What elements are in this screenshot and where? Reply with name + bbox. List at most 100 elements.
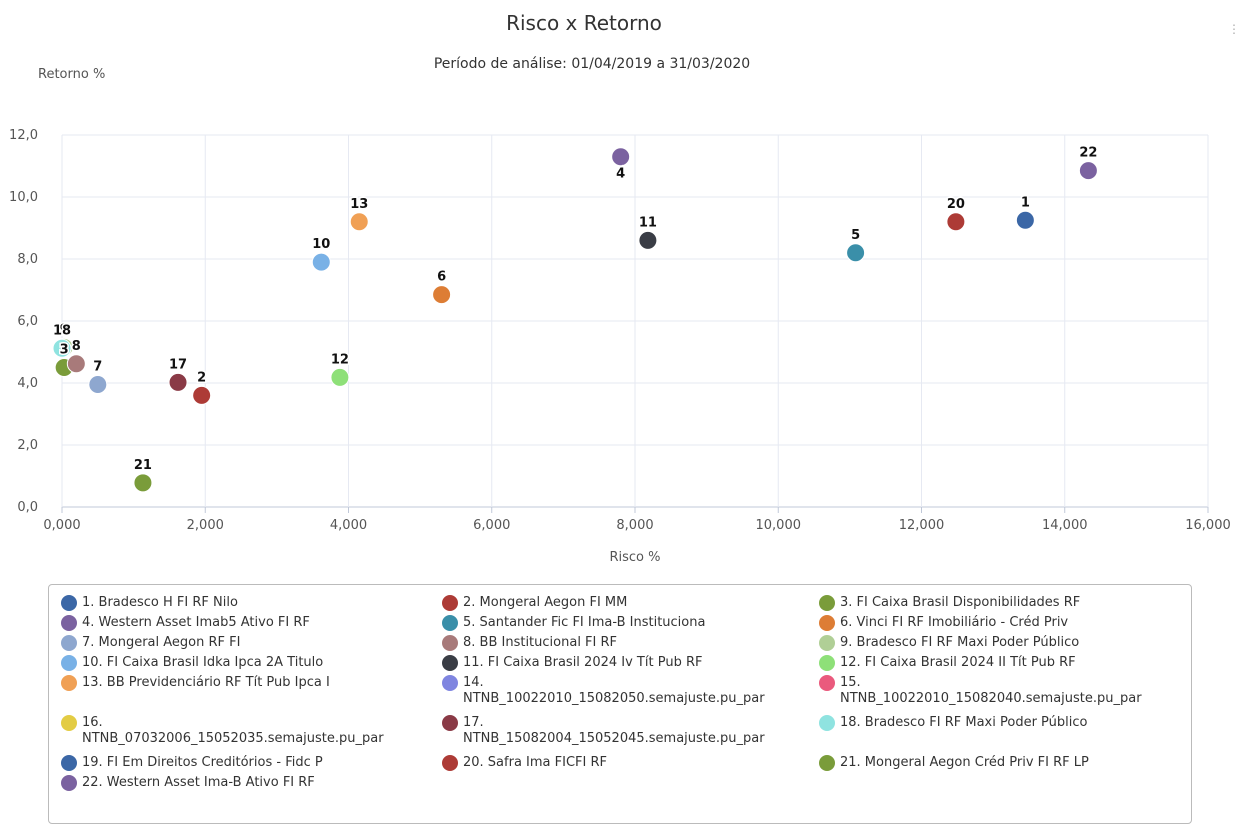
- x-tick-label: 0,000: [43, 518, 80, 533]
- data-label-18: 18: [53, 323, 71, 338]
- data-label-3: 3: [60, 343, 69, 358]
- data-point-7[interactable]: [88, 375, 108, 395]
- y-tick-label: 6,0: [17, 314, 38, 329]
- legend-label: 10. FI Caixa Brasil Idka Ipca 2A Titulo: [82, 655, 324, 670]
- data-point-22[interactable]: [1078, 161, 1098, 181]
- legend-swatch: [61, 715, 77, 731]
- y-axis-title: Retorno %: [38, 67, 105, 82]
- data-point-17[interactable]: [168, 372, 188, 392]
- legend-label: 11. FI Caixa Brasil 2024 Iv Tít Pub RF: [463, 655, 703, 670]
- data-point-1[interactable]: [1015, 210, 1035, 230]
- legend-item-9[interactable]: 9. Bradesco FI RF Maxi Poder Público: [819, 635, 1079, 651]
- x-tick-label: 4,000: [330, 518, 367, 533]
- chart-menu-icon[interactable]: ⋮: [1228, 22, 1237, 36]
- data-label-2: 2: [197, 370, 206, 385]
- legend-label: 6. Vinci FI RF Imobiliário - Créd Priv: [840, 615, 1069, 630]
- data-point-6[interactable]: [432, 285, 452, 305]
- legend-item-19[interactable]: 19. FI Em Direitos Creditórios - Fidc P: [61, 755, 323, 771]
- legend-swatch: [819, 655, 835, 671]
- data-point-2[interactable]: [192, 385, 212, 405]
- legend-swatch: [442, 615, 458, 631]
- legend-swatch: [442, 755, 458, 771]
- legend-swatch: [61, 775, 77, 791]
- legend-item-11[interactable]: 11. FI Caixa Brasil 2024 Iv Tít Pub RF: [442, 655, 702, 671]
- x-tick-label: 16,000: [1185, 518, 1231, 533]
- data-point-4[interactable]: [611, 147, 631, 167]
- legend-item-16[interactable]: 16. NTNB_07032006_15052035.semajuste.pu_…: [61, 715, 384, 747]
- legend-label: 17. NTNB_15082004_15052045.semajuste.pu_…: [463, 715, 765, 746]
- grid-layer: [61, 134, 1209, 513]
- legend-swatch: [61, 635, 77, 651]
- legend-item-8[interactable]: 8. BB Institucional FI RF: [442, 635, 617, 651]
- data-point-10[interactable]: [311, 252, 331, 272]
- legend-item-7[interactable]: 7. Mongeral Aegon RF FI: [61, 635, 240, 651]
- chart-legend: 1. Bradesco H FI RF Nilo 2. Mongeral Aego…: [48, 584, 1192, 824]
- legend-label: 7. Mongeral Aegon RF FI: [82, 635, 241, 650]
- legend-item-14[interactable]: 14. NTNB_10022010_15082050.semajuste.pu_…: [442, 675, 765, 707]
- legend-swatch: [61, 615, 77, 631]
- legend-label: 21. Mongeral Aegon Créd Priv FI RF LP: [840, 755, 1089, 770]
- tick-layer: 0,0 2,0 4,0 6,0 8,0 10,0 12,0 0,000 2,000 4,000 6,…: [9, 128, 1231, 533]
- data-point-20[interactable]: [946, 212, 966, 232]
- legend-swatch: [819, 715, 835, 731]
- legend-label: 5. Santander Fic FI Ima-B Instituciona: [463, 615, 706, 630]
- legend-swatch: [819, 635, 835, 651]
- data-point-18[interactable]: [52, 338, 72, 358]
- legend-item-3[interactable]: 3. FI Caixa Brasil Disponibilidades RF: [819, 595, 1080, 611]
- data-label-8: 8: [72, 339, 81, 354]
- data-label-20: 20: [947, 197, 965, 212]
- legend-swatch: [442, 675, 458, 691]
- legend-item-21[interactable]: 21. Mongeral Aegon Créd Priv FI RF LP: [819, 755, 1089, 771]
- data-point-12[interactable]: [330, 367, 350, 387]
- data-label-12: 12: [331, 352, 349, 367]
- legend-label: 2. Mongeral Aegon FI MM: [463, 595, 628, 610]
- data-point-11[interactable]: [638, 230, 658, 250]
- data-label-22: 22: [1079, 146, 1097, 161]
- legend-item-12[interactable]: 12. FI Caixa Brasil 2024 II Tít Pub RF: [819, 655, 1076, 671]
- legend-item-5[interactable]: 5. Santander Fic FI Ima-B Instituciona: [442, 615, 705, 631]
- x-tick-label: 2,000: [187, 518, 224, 533]
- chart-title: Risco x Retorno: [506, 11, 662, 35]
- scatter-chart: Risco x Retorno Período de análise: 01/0…: [9, 11, 1231, 565]
- x-axis-title: Risco %: [609, 550, 660, 565]
- x-tick-label: 10,000: [756, 518, 802, 533]
- legend-label: 9. Bradesco FI RF Maxi Poder Público: [840, 635, 1080, 650]
- legend-swatch: [442, 635, 458, 651]
- legend-swatch: [61, 755, 77, 771]
- legend-label: 12. FI Caixa Brasil 2024 II Tít Pub RF: [840, 655, 1076, 670]
- legend-item-20[interactable]: 20. Safra Ima FICFI RF: [442, 755, 607, 771]
- data-point-13[interactable]: [349, 212, 369, 232]
- data-label-1: 1: [1021, 195, 1030, 210]
- point-layer: [52, 147, 1098, 493]
- legend-item-10[interactable]: 10. FI Caixa Brasil Idka Ipca 2A Titulo: [61, 655, 323, 671]
- data-point-5[interactable]: [846, 243, 866, 263]
- data-label-6: 6: [437, 270, 446, 285]
- legend-label: 22. Western Asset Ima-B Ativo FI RF: [82, 775, 315, 790]
- legend-swatch: [61, 655, 77, 671]
- legend-item-4[interactable]: 4. Western Asset Imab5 Ativo FI RF: [61, 615, 310, 631]
- legend-item-1[interactable]: 1. Bradesco H FI RF Nilo: [61, 595, 238, 611]
- data-label-17: 17: [169, 357, 187, 372]
- data-label-10: 10: [312, 237, 330, 252]
- legend-swatch: [819, 615, 835, 631]
- legend-item-2[interactable]: 2. Mongeral Aegon FI MM: [442, 595, 627, 611]
- y-tick-label: 12,0: [9, 128, 38, 143]
- x-tick-label: 14,000: [1042, 518, 1088, 533]
- legend-swatch: [442, 655, 458, 671]
- legend-item-18[interactable]: 18. Bradesco FI RF Maxi Poder Público: [819, 715, 1087, 731]
- legend-item-6[interactable]: 6. Vinci FI RF Imobiliário - Créd Priv: [819, 615, 1068, 631]
- legend-swatch: [819, 755, 835, 771]
- x-tick-label: 6,000: [473, 518, 510, 533]
- y-tick-label: 10,0: [9, 190, 38, 205]
- chart-subtitle: Período de análise: 01/04/2019 a 31/03/2…: [434, 56, 750, 72]
- legend-item-15[interactable]: 15. NTNB_10022010_15082040.semajuste.pu_…: [819, 675, 1142, 707]
- data-point-8[interactable]: [66, 354, 86, 374]
- y-tick-label: 8,0: [17, 252, 38, 267]
- legend-item-17[interactable]: 17. NTNB_15082004_15052045.semajuste.pu_…: [442, 715, 765, 747]
- legend-item-22[interactable]: 22. Western Asset Ima-B Ativo FI RF: [61, 775, 315, 791]
- x-tick-label: 8,000: [616, 518, 653, 533]
- legend-label: 18. Bradesco FI RF Maxi Poder Público: [840, 715, 1088, 730]
- legend-item-13[interactable]: 13. BB Previdenciário RF Tít Pub Ipca I: [61, 675, 330, 691]
- legend-label: 1. Bradesco H FI RF Nilo: [82, 595, 238, 610]
- data-point-21[interactable]: [133, 473, 153, 493]
